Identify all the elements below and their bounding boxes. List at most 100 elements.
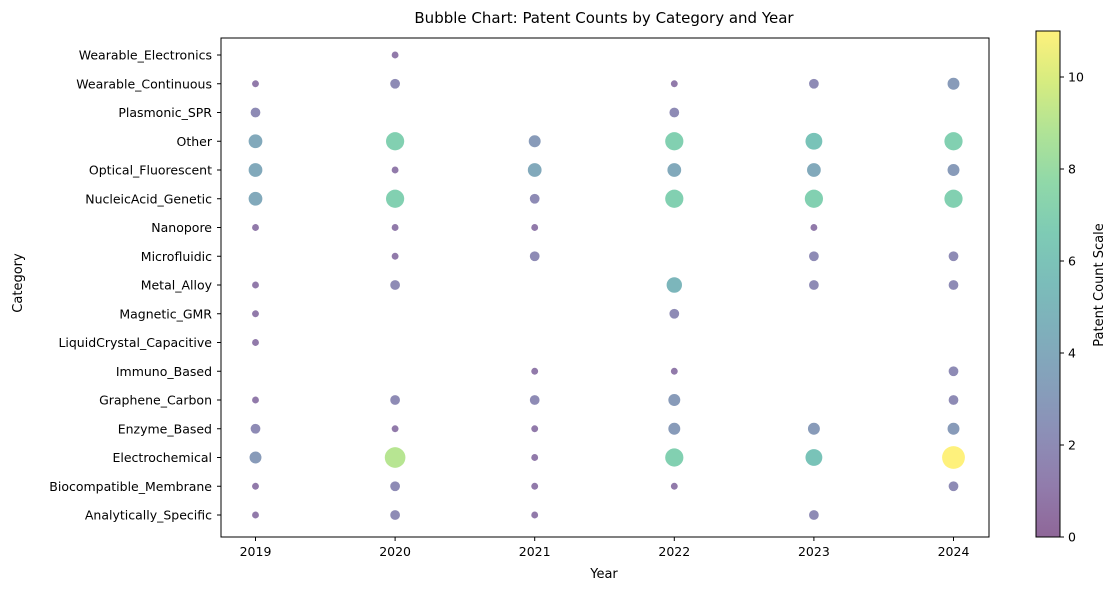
colorbar-tick-label: 4 [1068,346,1076,361]
y-tick-label: Graphene_Carbon [99,393,212,408]
bubble-point [665,448,684,467]
bubble-point [809,251,819,262]
y-tick-label: NucleicAcid_Genetic [85,191,212,206]
colorbar-tick-label: 8 [1068,162,1076,177]
bubble-point [948,251,959,262]
bubble-point [668,422,681,435]
y-tick-label: Analytically_Specific [85,508,212,523]
colorbar-tick-label: 0 [1068,530,1076,545]
colorbar-label: Patent Count Scale [1092,223,1107,347]
plot-area: 2019 2020 2021 2022 2023 2024 Analytically_Spe… [49,37,990,559]
bubble-point [805,132,823,150]
bubble-point [249,451,262,464]
bubble-point [531,224,539,231]
bubble-point [529,193,540,204]
bubble-point [665,189,684,208]
bubble-point [391,51,399,59]
bubble-point [669,107,680,118]
y-tick-label: Metal_Alloy [141,278,213,293]
x-tick-label: 2019 [240,544,272,559]
bubble-point [252,80,259,88]
bubble-point [809,280,819,290]
bubble-point [248,134,263,149]
y-tick-label: Wearable_Continuous [76,76,212,91]
bubble-point [391,425,399,433]
bubble-point [947,164,960,176]
y-tick-label: Enzyme_Based [118,421,212,436]
bubble-point [947,422,960,435]
bubble-point [666,277,682,293]
bubble-point [668,394,681,406]
bubble-point [948,366,959,377]
colorbar-tick-label: 10 [1068,70,1084,85]
y-tick-label: Plasmonic_SPR [118,105,212,120]
bubble-point [948,280,959,290]
bubble-point [669,308,680,319]
bubble-point [807,422,820,435]
bubble-point [531,511,539,519]
x-axis-label: Year [589,567,618,582]
bubble-point [531,454,539,461]
bubble-point [252,482,259,490]
bubble-point [252,396,259,404]
chart-title: Bubble Chart: Patent Counts by Category … [414,9,794,27]
bubble-point [809,510,819,520]
bubble-point [529,251,540,262]
bubble-point [390,481,400,492]
x-tick-label: 2023 [798,544,830,559]
colorbar-tick-label: 2 [1068,438,1076,453]
bubble-point [670,367,678,375]
bubble-point [670,80,678,88]
bubble-point [810,224,818,231]
x-tick-label: 2024 [938,544,970,559]
y-tick-label: LiquidCrystal_Capacitive [58,335,212,350]
y-tick-label: Microfluidic [141,249,212,264]
y-tick-label: Immuno_Based [116,364,212,379]
bubble-point [529,395,540,405]
y-tick-label: Biocompatible_Membrane [49,479,212,494]
bubble-point [384,447,406,468]
y-tick-label: Optical_Fluorescent [89,163,212,178]
bubble-point [805,449,823,466]
bubble-point [667,163,682,177]
bubble-point [390,395,400,405]
bubble-point [942,446,965,469]
bubble-point [252,224,259,231]
bubble-point [528,135,541,148]
bubble-point [531,482,539,490]
bubble-point [250,423,261,434]
bubble-point [665,132,684,151]
bubble-point [390,510,400,520]
y-tick-label: Other [177,134,213,149]
y-tick-label: Wearable_Electronics [79,48,212,63]
bubble-point [531,367,539,375]
x-tick-label: 2021 [519,544,551,559]
bubble-point [385,132,405,151]
bubble-point [248,163,263,177]
colorbar-tick-label: 6 [1068,254,1076,269]
bubble-point [391,224,399,231]
bubble-point [807,163,821,177]
bubble-point [252,339,259,346]
x-tick-label: 2022 [658,544,690,559]
bubble-point [670,482,678,490]
y-tick-label: Electrochemical [113,450,213,465]
bubble-point [390,280,400,290]
bubble-point [252,281,259,289]
bubble-point [809,78,819,89]
bubble-point [944,132,963,151]
bubble-point [250,107,261,118]
y-axis-label: Category [11,253,26,313]
bubble-point [391,166,399,174]
x-tick-label: 2020 [379,544,411,559]
bubble-point [948,395,959,405]
colorbar: 0 2 4 6 8 10 [1035,30,1084,545]
bubble-point [252,511,259,519]
bubble-point [944,189,963,208]
bubble-point [947,77,960,90]
bubble-point [390,78,400,89]
bubble-point [391,252,399,260]
bubble-point [531,425,539,433]
bubble-point [252,310,259,318]
